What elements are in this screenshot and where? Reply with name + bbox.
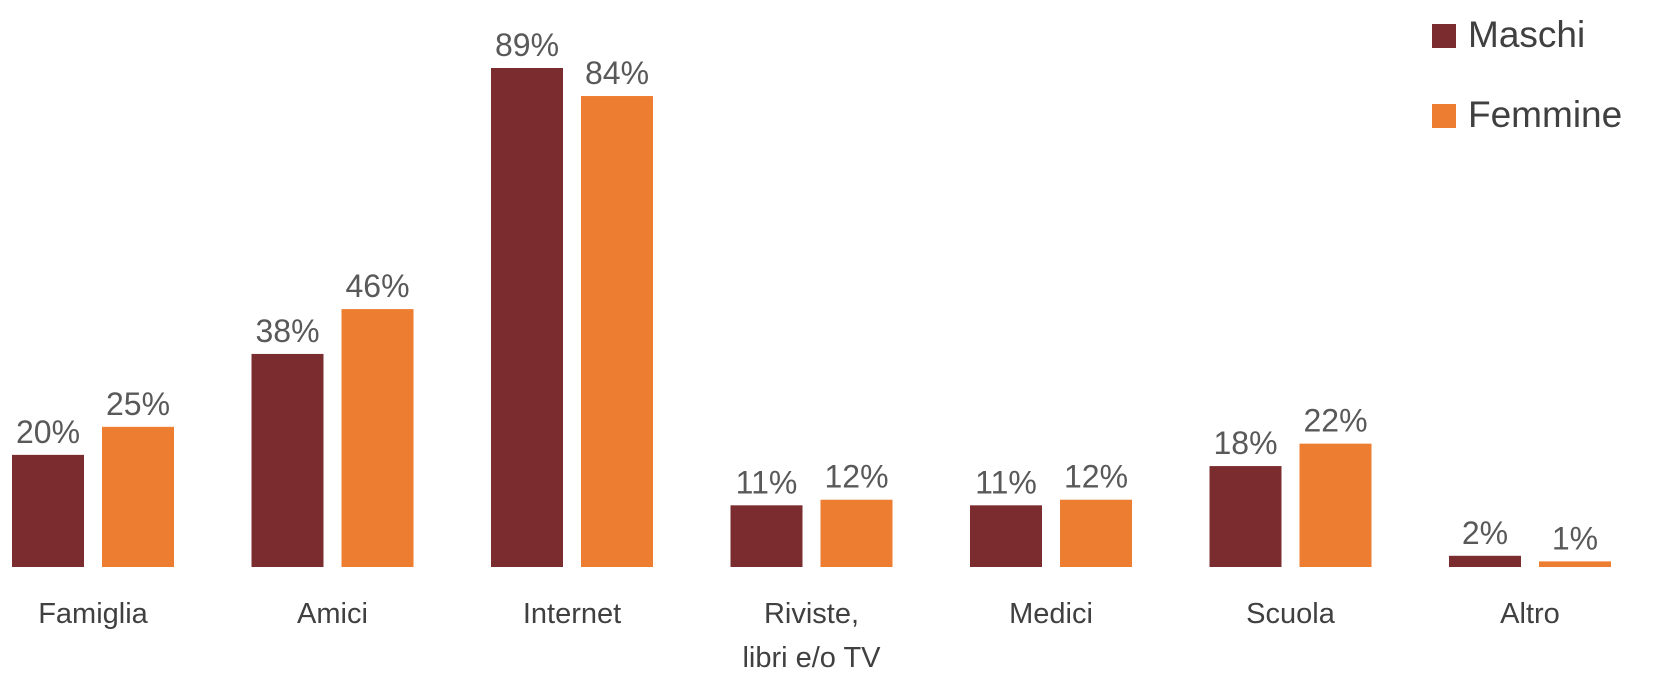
value-label-femmine-altro: 1%	[1552, 520, 1598, 556]
bar-femmine-internet	[581, 96, 653, 568]
value-label-maschi-medici: 11%	[975, 464, 1037, 500]
bar-maschi-famiglia	[12, 454, 84, 567]
bars-layer	[12, 68, 1611, 568]
bar-maschi-scuola	[1209, 466, 1282, 567]
bar-femmine-riviste-libri-e-o-tv	[820, 499, 893, 567]
value-label-maschi-famiglia: 20%	[16, 414, 80, 450]
category-label-riviste-libri-e-o-tv: Riviste, libri e/o TV	[742, 598, 881, 674]
bar-maschi-altro	[1449, 555, 1521, 567]
category-label-scuola: Scuola	[1246, 598, 1336, 630]
category-label-altro: Altro	[1500, 598, 1560, 630]
category-label-amici: Amici	[297, 598, 368, 630]
category-label-line: libri e/o TV	[742, 642, 881, 674]
value-label-maschi-internet: 89%	[495, 27, 559, 63]
value-label-maschi-altro: 2%	[1462, 515, 1508, 551]
value-label-femmine-famiglia: 25%	[106, 386, 170, 422]
category-label-line: Medici	[1009, 598, 1093, 630]
bar-maschi-internet	[491, 68, 563, 567]
bar-femmine-medici	[1060, 499, 1132, 567]
bar-femmine-famiglia	[102, 426, 174, 567]
category-label-line: Scuola	[1246, 598, 1336, 630]
bar-femmine-amici	[341, 309, 414, 567]
value-label-femmine-internet: 84%	[585, 55, 649, 91]
category-label-internet: Internet	[523, 598, 621, 630]
category-label-line: Altro	[1500, 598, 1560, 630]
value-label-femmine-riviste-libri-e-o-tv: 12%	[824, 459, 888, 495]
bar-maschi-riviste-libri-e-o-tv	[730, 505, 803, 567]
category-label-line: Internet	[523, 598, 621, 630]
value-label-maschi-scuola: 18%	[1213, 425, 1277, 461]
bar-femmine-altro	[1539, 561, 1611, 567]
legend-label-maschi: Maschi	[1468, 14, 1585, 55]
value-label-femmine-scuola: 22%	[1303, 403, 1367, 439]
category-label-medici: Medici	[1009, 598, 1093, 630]
category-label-line: Riviste,	[764, 598, 859, 630]
legend: Maschi Femmine	[1432, 14, 1622, 135]
legend-label-femmine: Femmine	[1468, 94, 1622, 135]
value-label-femmine-amici: 46%	[345, 268, 409, 304]
value-label-maschi-amici: 38%	[255, 313, 319, 349]
category-label-line: Famiglia	[38, 598, 148, 630]
category-label-famiglia: Famiglia	[38, 598, 148, 630]
category-label-line: Amici	[297, 598, 368, 630]
legend-swatch-femmine	[1432, 104, 1456, 128]
value-label-maschi-riviste-libri-e-o-tv: 11%	[736, 464, 798, 500]
bar-maschi-amici	[251, 353, 324, 567]
value-labels-layer: 20% 25% 38% 46% 89% 84% 11% 12% 11% 12% 18% 22% 2% 1%	[16, 27, 1598, 556]
legend-swatch-maschi	[1432, 24, 1456, 48]
category-labels-layer: Famiglia Amici Internet Riviste, libri e/o T…	[38, 598, 1560, 674]
value-label-femmine-medici: 12%	[1064, 459, 1128, 495]
bar-maschi-medici	[970, 505, 1042, 567]
bar-femmine-scuola	[1299, 443, 1372, 567]
